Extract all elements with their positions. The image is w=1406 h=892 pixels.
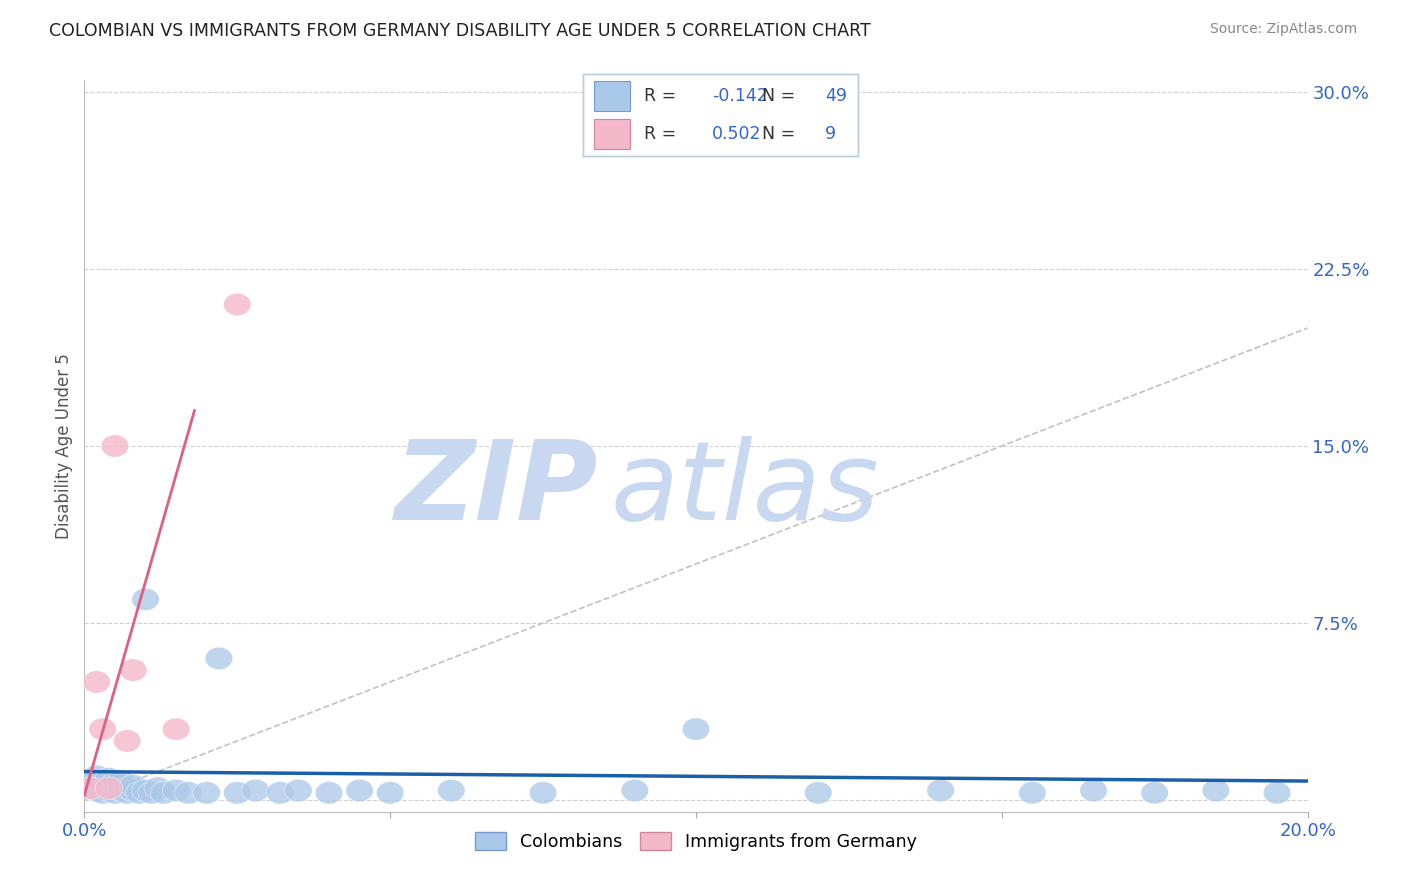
Text: COLOMBIAN VS IMMIGRANTS FROM GERMANY DISABILITY AGE UNDER 5 CORRELATION CHART: COLOMBIAN VS IMMIGRANTS FROM GERMANY DIS… [49,22,870,40]
Ellipse shape [101,772,129,795]
Ellipse shape [174,781,202,804]
Ellipse shape [83,671,110,693]
Ellipse shape [107,770,135,792]
Ellipse shape [96,780,122,802]
Text: Source: ZipAtlas.com: Source: ZipAtlas.com [1209,22,1357,37]
Ellipse shape [1018,781,1046,804]
Text: -0.142: -0.142 [713,87,768,105]
Text: ZIP: ZIP [395,436,598,543]
Ellipse shape [804,781,832,804]
Text: 0.502: 0.502 [713,125,762,143]
Text: N =: N = [762,87,800,105]
Y-axis label: Disability Age Under 5: Disability Age Under 5 [55,353,73,539]
Ellipse shape [143,777,172,799]
Ellipse shape [89,770,117,792]
Ellipse shape [107,774,135,797]
Ellipse shape [96,767,122,790]
Ellipse shape [101,434,129,458]
Ellipse shape [120,774,148,797]
FancyBboxPatch shape [595,81,630,111]
Text: atlas: atlas [610,436,879,543]
Ellipse shape [927,780,955,802]
Ellipse shape [96,777,122,799]
Ellipse shape [1080,780,1108,802]
Ellipse shape [77,777,104,799]
Ellipse shape [682,718,710,740]
FancyBboxPatch shape [595,120,630,149]
Ellipse shape [224,781,252,804]
Text: N =: N = [762,125,800,143]
Text: R =: R = [644,125,682,143]
Ellipse shape [205,648,232,670]
Ellipse shape [77,777,104,799]
Ellipse shape [114,730,141,752]
Ellipse shape [77,770,104,792]
Ellipse shape [107,780,135,802]
Text: R =: R = [644,87,682,105]
Ellipse shape [621,780,648,802]
Ellipse shape [114,777,141,799]
Ellipse shape [83,772,110,795]
Ellipse shape [101,777,129,799]
Legend: Colombians, Immigrants from Germany: Colombians, Immigrants from Germany [468,825,924,858]
Ellipse shape [83,780,110,802]
Ellipse shape [437,780,465,802]
Ellipse shape [1140,781,1168,804]
Ellipse shape [162,718,190,740]
Ellipse shape [529,781,557,804]
Ellipse shape [132,780,159,802]
Ellipse shape [266,781,294,804]
Ellipse shape [101,781,129,804]
Ellipse shape [150,781,177,804]
Ellipse shape [132,588,159,610]
Ellipse shape [114,781,141,804]
Ellipse shape [346,780,374,802]
Ellipse shape [284,780,312,802]
Ellipse shape [138,781,166,804]
Ellipse shape [1263,781,1291,804]
Text: 49: 49 [825,87,846,105]
Ellipse shape [83,765,110,788]
Text: 9: 9 [825,125,837,143]
Ellipse shape [120,780,148,802]
Ellipse shape [193,781,221,804]
Ellipse shape [315,781,343,804]
Ellipse shape [162,780,190,802]
Ellipse shape [125,781,153,804]
Ellipse shape [89,774,117,797]
Ellipse shape [1202,780,1230,802]
Ellipse shape [242,780,270,802]
Ellipse shape [89,781,117,804]
Ellipse shape [377,781,404,804]
Ellipse shape [89,718,117,740]
Ellipse shape [120,659,148,681]
Ellipse shape [96,774,122,797]
Ellipse shape [224,293,252,316]
